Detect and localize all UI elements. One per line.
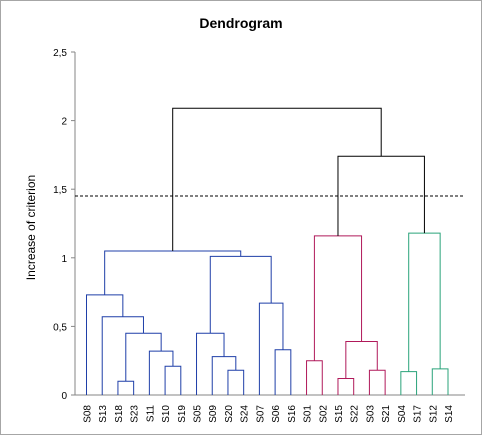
x-axis: S08 S13 S18 S23 S11 S10 S19 S05 S09 S20 S24 S07 S06 S… [75, 394, 465, 423]
leaf-label: S02 [318, 405, 329, 423]
chart-title: Dendrogram [199, 15, 282, 31]
y-tick-label: 1,5 [53, 185, 67, 196]
dendrogram-links [86, 107, 449, 395]
y-tick-label: 1 [61, 254, 67, 265]
dendrogram-link [101, 316, 144, 395]
leaf-label: S04 [397, 405, 408, 423]
leaf-label: S19 [177, 405, 188, 423]
leaf-label: S05 [193, 405, 204, 423]
leaf-label: S20 [224, 405, 235, 423]
leaf-label: S10 [161, 405, 172, 423]
leaf-label: S16 [287, 405, 298, 423]
dendrogram-link [337, 378, 355, 395]
leaf-label: S17 [413, 405, 424, 423]
leaf-label: S14 [444, 405, 455, 423]
leaf-label: S23 [130, 405, 141, 423]
leaf-label: S18 [114, 405, 125, 423]
dendrogram-link [209, 255, 272, 334]
dendrogram-link [258, 302, 284, 395]
dendrogram-link [274, 349, 292, 395]
dendrogram-link [86, 294, 124, 395]
leaf-label: S15 [334, 405, 345, 423]
dendrogram-link [125, 332, 162, 382]
leaf-label: S12 [428, 405, 439, 423]
leaf-label: S22 [350, 405, 361, 423]
leaf-label: S06 [271, 405, 282, 423]
dendrogram-link [345, 340, 378, 379]
dendrogram-link [431, 368, 449, 395]
leaf-label: S11 [145, 405, 156, 422]
leaf-label: S07 [255, 405, 266, 423]
dendrogram-link [148, 350, 174, 395]
dendrogram-link [117, 380, 135, 395]
dendrogram-link [172, 107, 382, 251]
leaf-label: S01 [303, 405, 314, 423]
dendrogram-link [400, 371, 418, 395]
y-axis: 0 0,5 1 1,5 2 2,5 [53, 48, 76, 402]
dendrogram-link [164, 365, 182, 395]
dendrogram-link [227, 369, 245, 395]
leaf-label: S13 [98, 405, 109, 423]
dendrogram-link [104, 250, 242, 295]
y-tick-label: 2,5 [53, 48, 67, 59]
dendrogram-link [211, 356, 237, 395]
y-tick-label: 0,5 [53, 322, 67, 333]
dendrogram-link [408, 232, 441, 372]
leaf-label: S08 [83, 405, 94, 423]
dendrogram-link [196, 332, 225, 395]
leaf-label: S09 [208, 405, 219, 423]
leaf-label: S03 [365, 405, 376, 423]
dendrogram-link [306, 360, 323, 395]
y-tick-label: 2 [61, 117, 67, 128]
leaf-label: S21 [381, 405, 392, 423]
y-axis-label: Increase of criterion [24, 175, 38, 280]
y-tick-label: 0 [61, 391, 67, 402]
dendrogram-link [368, 369, 386, 395]
leaf-label: S24 [240, 405, 251, 423]
